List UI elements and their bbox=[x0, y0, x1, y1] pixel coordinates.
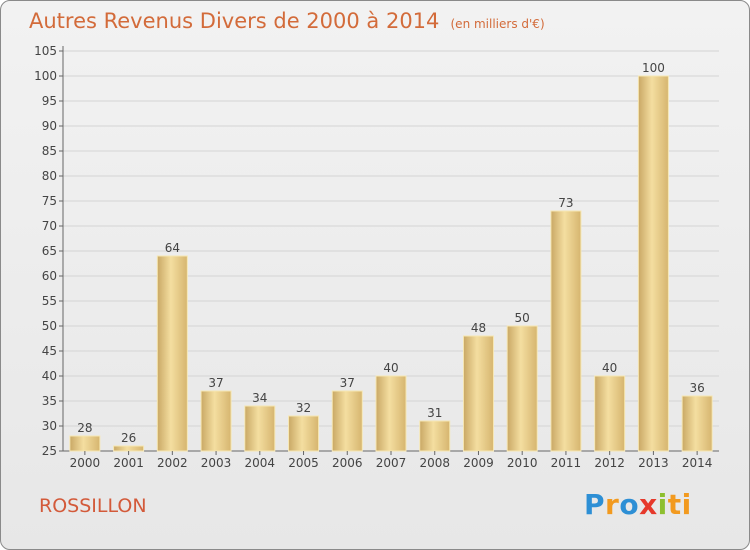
bar bbox=[244, 405, 276, 452]
logo-letter: x bbox=[639, 488, 658, 521]
y-tick-label: 105 bbox=[34, 44, 57, 58]
x-tick-label: 2003 bbox=[201, 456, 232, 470]
chart-subtitle: (en milliers d'€) bbox=[450, 17, 545, 31]
y-tick-label: 100 bbox=[34, 69, 57, 83]
data-label: 31 bbox=[427, 406, 442, 420]
bar bbox=[681, 395, 713, 452]
data-label: 40 bbox=[602, 361, 617, 375]
y-tick-label: 30 bbox=[42, 419, 57, 433]
y-tick-label: 25 bbox=[42, 444, 57, 458]
bar bbox=[156, 255, 188, 452]
y-tick-label: 55 bbox=[42, 294, 57, 308]
data-label: 26 bbox=[121, 431, 136, 445]
x-axis-ticks: 2000 2001 2002 2003 2004 2005 2006 2007 2008 2009… bbox=[70, 451, 713, 470]
bar bbox=[506, 325, 538, 452]
data-label: 50 bbox=[515, 311, 530, 325]
y-tick-label: 50 bbox=[42, 319, 57, 333]
y-tick-label: 70 bbox=[42, 219, 57, 233]
data-label: 40 bbox=[383, 361, 398, 375]
bar bbox=[462, 335, 494, 452]
x-tick-label: 2001 bbox=[113, 456, 144, 470]
chart-title-main: Autres Revenus Divers de 2000 à 2014 bbox=[29, 9, 440, 33]
y-axis-ticks: 25 30 35 40 45 50 55 60 65 70 75 80 85 90 95 100 105 bbox=[34, 44, 63, 458]
data-label: 37 bbox=[208, 376, 223, 390]
logo-letter: r bbox=[605, 488, 620, 521]
y-tick-label: 40 bbox=[42, 369, 57, 383]
data-label: 36 bbox=[689, 381, 704, 395]
y-tick-label: 80 bbox=[42, 169, 57, 183]
data-label: 100 bbox=[642, 61, 665, 75]
y-tick-label: 95 bbox=[42, 94, 57, 108]
x-tick-label: 2005 bbox=[288, 456, 319, 470]
bar bbox=[113, 445, 145, 452]
bar bbox=[200, 390, 232, 452]
y-tick-label: 90 bbox=[42, 119, 57, 133]
y-tick-label: 85 bbox=[42, 144, 57, 158]
bars bbox=[69, 75, 713, 452]
bar bbox=[288, 415, 320, 452]
x-tick-label: 2002 bbox=[157, 456, 188, 470]
bar bbox=[594, 375, 626, 452]
bar bbox=[69, 435, 101, 452]
y-tick-label: 75 bbox=[42, 194, 57, 208]
data-label: 37 bbox=[340, 376, 355, 390]
y-tick-label: 45 bbox=[42, 344, 57, 358]
x-tick-label: 2013 bbox=[638, 456, 669, 470]
data-label: 48 bbox=[471, 321, 486, 335]
y-tick-label: 60 bbox=[42, 269, 57, 283]
logo-letter: i bbox=[657, 488, 668, 521]
data-label: 64 bbox=[165, 241, 180, 255]
bar bbox=[331, 390, 363, 452]
x-tick-label: 2012 bbox=[594, 456, 625, 470]
bar bbox=[419, 420, 451, 452]
x-tick-label: 2014 bbox=[682, 456, 713, 470]
bar bbox=[375, 375, 407, 452]
data-label: 73 bbox=[558, 196, 573, 210]
proxiti-logo[interactable]: Proxiti bbox=[584, 488, 692, 521]
x-tick-label: 2006 bbox=[332, 456, 363, 470]
x-tick-label: 2007 bbox=[376, 456, 407, 470]
data-label: 28 bbox=[77, 421, 92, 435]
x-tick-label: 2009 bbox=[463, 456, 494, 470]
x-tick-label: 2004 bbox=[245, 456, 276, 470]
data-labels: 28 26 64 37 34 32 37 40 31 48 50 73 40 100 36 bbox=[77, 61, 705, 445]
y-tick-label: 65 bbox=[42, 244, 57, 258]
logo-letter: o bbox=[619, 488, 640, 521]
chart-title: Autres Revenus Divers de 2000 à 2014 (en… bbox=[29, 9, 545, 33]
y-tick-label: 35 bbox=[42, 394, 57, 408]
x-tick-label: 2011 bbox=[551, 456, 582, 470]
commune-name: ROSSILLON bbox=[39, 495, 147, 517]
logo-letter: P bbox=[584, 488, 606, 521]
bar bbox=[637, 75, 669, 452]
data-label: 32 bbox=[296, 401, 311, 415]
logo-letter: ti bbox=[667, 488, 692, 521]
x-tick-label: 2008 bbox=[419, 456, 450, 470]
data-label: 34 bbox=[252, 391, 267, 405]
x-tick-label: 2010 bbox=[507, 456, 538, 470]
bar bbox=[550, 210, 582, 452]
x-tick-label: 2000 bbox=[70, 456, 101, 470]
